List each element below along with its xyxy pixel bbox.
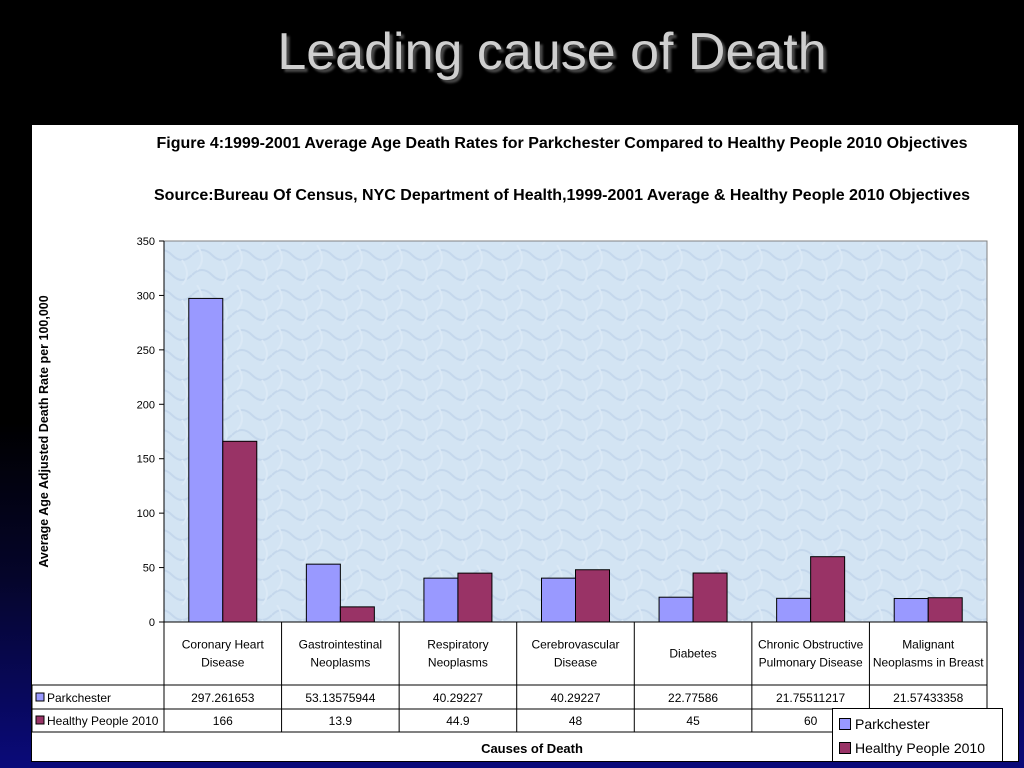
- data-label: 40.29227: [550, 691, 600, 705]
- data-label: 297.261653: [191, 691, 255, 705]
- data-label: 21.57433358: [893, 691, 963, 705]
- data-label: 13.9: [329, 714, 353, 728]
- table-series-name: Parkchester: [47, 691, 111, 705]
- legend-item-healthy-people-2010: Healthy People 2010: [839, 738, 985, 758]
- data-label: 21.75511217: [776, 691, 846, 705]
- bar-parkchester: [188, 297, 224, 623]
- bar-parkchester: [658, 596, 694, 623]
- y-tick-label: 350: [137, 236, 155, 248]
- x-category-label: Neoplasms in Breast: [873, 656, 984, 670]
- data-label: 166: [213, 714, 233, 728]
- x-category-label: Disease: [201, 656, 245, 670]
- bar-healthy-people-2010: [339, 606, 375, 623]
- bar-parkchester: [423, 577, 459, 623]
- x-category-label: Coronary Heart: [182, 638, 265, 652]
- bar-parkchester: [776, 597, 812, 623]
- legend-label: Parkchester: [855, 716, 930, 732]
- x-category-label: Diabetes: [669, 647, 716, 661]
- y-tick-label: 0: [149, 617, 155, 629]
- y-axis-label: Average Age Adjusted Death Rate per 100,…: [37, 295, 51, 567]
- data-label: 60: [804, 714, 818, 728]
- data-label: 48: [569, 714, 583, 728]
- x-category-label: Cerebrovascular: [531, 638, 619, 652]
- x-category-label: Neoplasms: [428, 656, 488, 670]
- bar-healthy-people-2010: [457, 572, 493, 623]
- chart-panel: Figure 4:1999-2001 Average Age Death Rat…: [31, 124, 1019, 762]
- x-category-label: Gastrointestinal: [299, 638, 382, 652]
- bar-chart: 0 50 100 150 200 250 300 350 Coronary Heart Dise…: [32, 236, 988, 733]
- y-tick-label: 200: [137, 399, 155, 411]
- legend-swatch-healthy-people-2010: [839, 742, 851, 754]
- data-label: 22.77586: [668, 691, 718, 705]
- data-label: 44.9: [446, 714, 470, 728]
- x-category-label: Malignant: [902, 638, 955, 652]
- table-legend-key: [35, 692, 45, 702]
- chart-subtitle: Source:Bureau Of Census, NYC Department …: [154, 187, 970, 204]
- data-label: 53.13575944: [305, 691, 375, 705]
- x-axis-label: Causes of Death: [481, 741, 583, 756]
- bar-healthy-people-2010: [575, 569, 610, 623]
- x-category-label: Pulmonary Disease: [759, 656, 863, 670]
- bar-healthy-people-2010: [692, 572, 728, 623]
- slide-title: Leading cause of Death: [277, 23, 827, 81]
- bar-parkchester: [541, 577, 576, 623]
- y-tick-label: 100: [137, 508, 155, 520]
- x-category-label: Disease: [554, 656, 598, 670]
- bar-healthy-people-2010: [810, 556, 846, 623]
- y-tick-label: 150: [137, 454, 155, 466]
- legend-item-parkchester: Parkchester: [839, 714, 930, 734]
- legend-swatch-parkchester: [839, 718, 851, 730]
- x-category-label: Chronic Obstructive: [758, 638, 864, 652]
- y-tick-label: 300: [137, 290, 155, 302]
- table-legend-key: [35, 715, 45, 725]
- bar-healthy-people-2010: [927, 597, 963, 623]
- x-category-label: Respiratory: [427, 638, 488, 652]
- data-label: 45: [686, 714, 700, 728]
- chart-title: Figure 4:1999-2001 Average Age Death Rat…: [156, 135, 968, 152]
- bar-healthy-people-2010: [222, 440, 258, 623]
- data-label: 40.29227: [433, 691, 483, 705]
- legend-label: Healthy People 2010: [855, 740, 985, 756]
- y-tick-label: 250: [137, 345, 155, 357]
- bar-parkchester: [305, 563, 341, 623]
- plot-area: [163, 240, 988, 623]
- legend: Parkchester Healthy People 2010: [832, 708, 1003, 762]
- bar-parkchester: [893, 598, 929, 623]
- table-series-name: Healthy People 2010: [47, 714, 159, 728]
- y-tick-label: 50: [143, 563, 155, 575]
- x-category-label: Neoplasms: [310, 656, 370, 670]
